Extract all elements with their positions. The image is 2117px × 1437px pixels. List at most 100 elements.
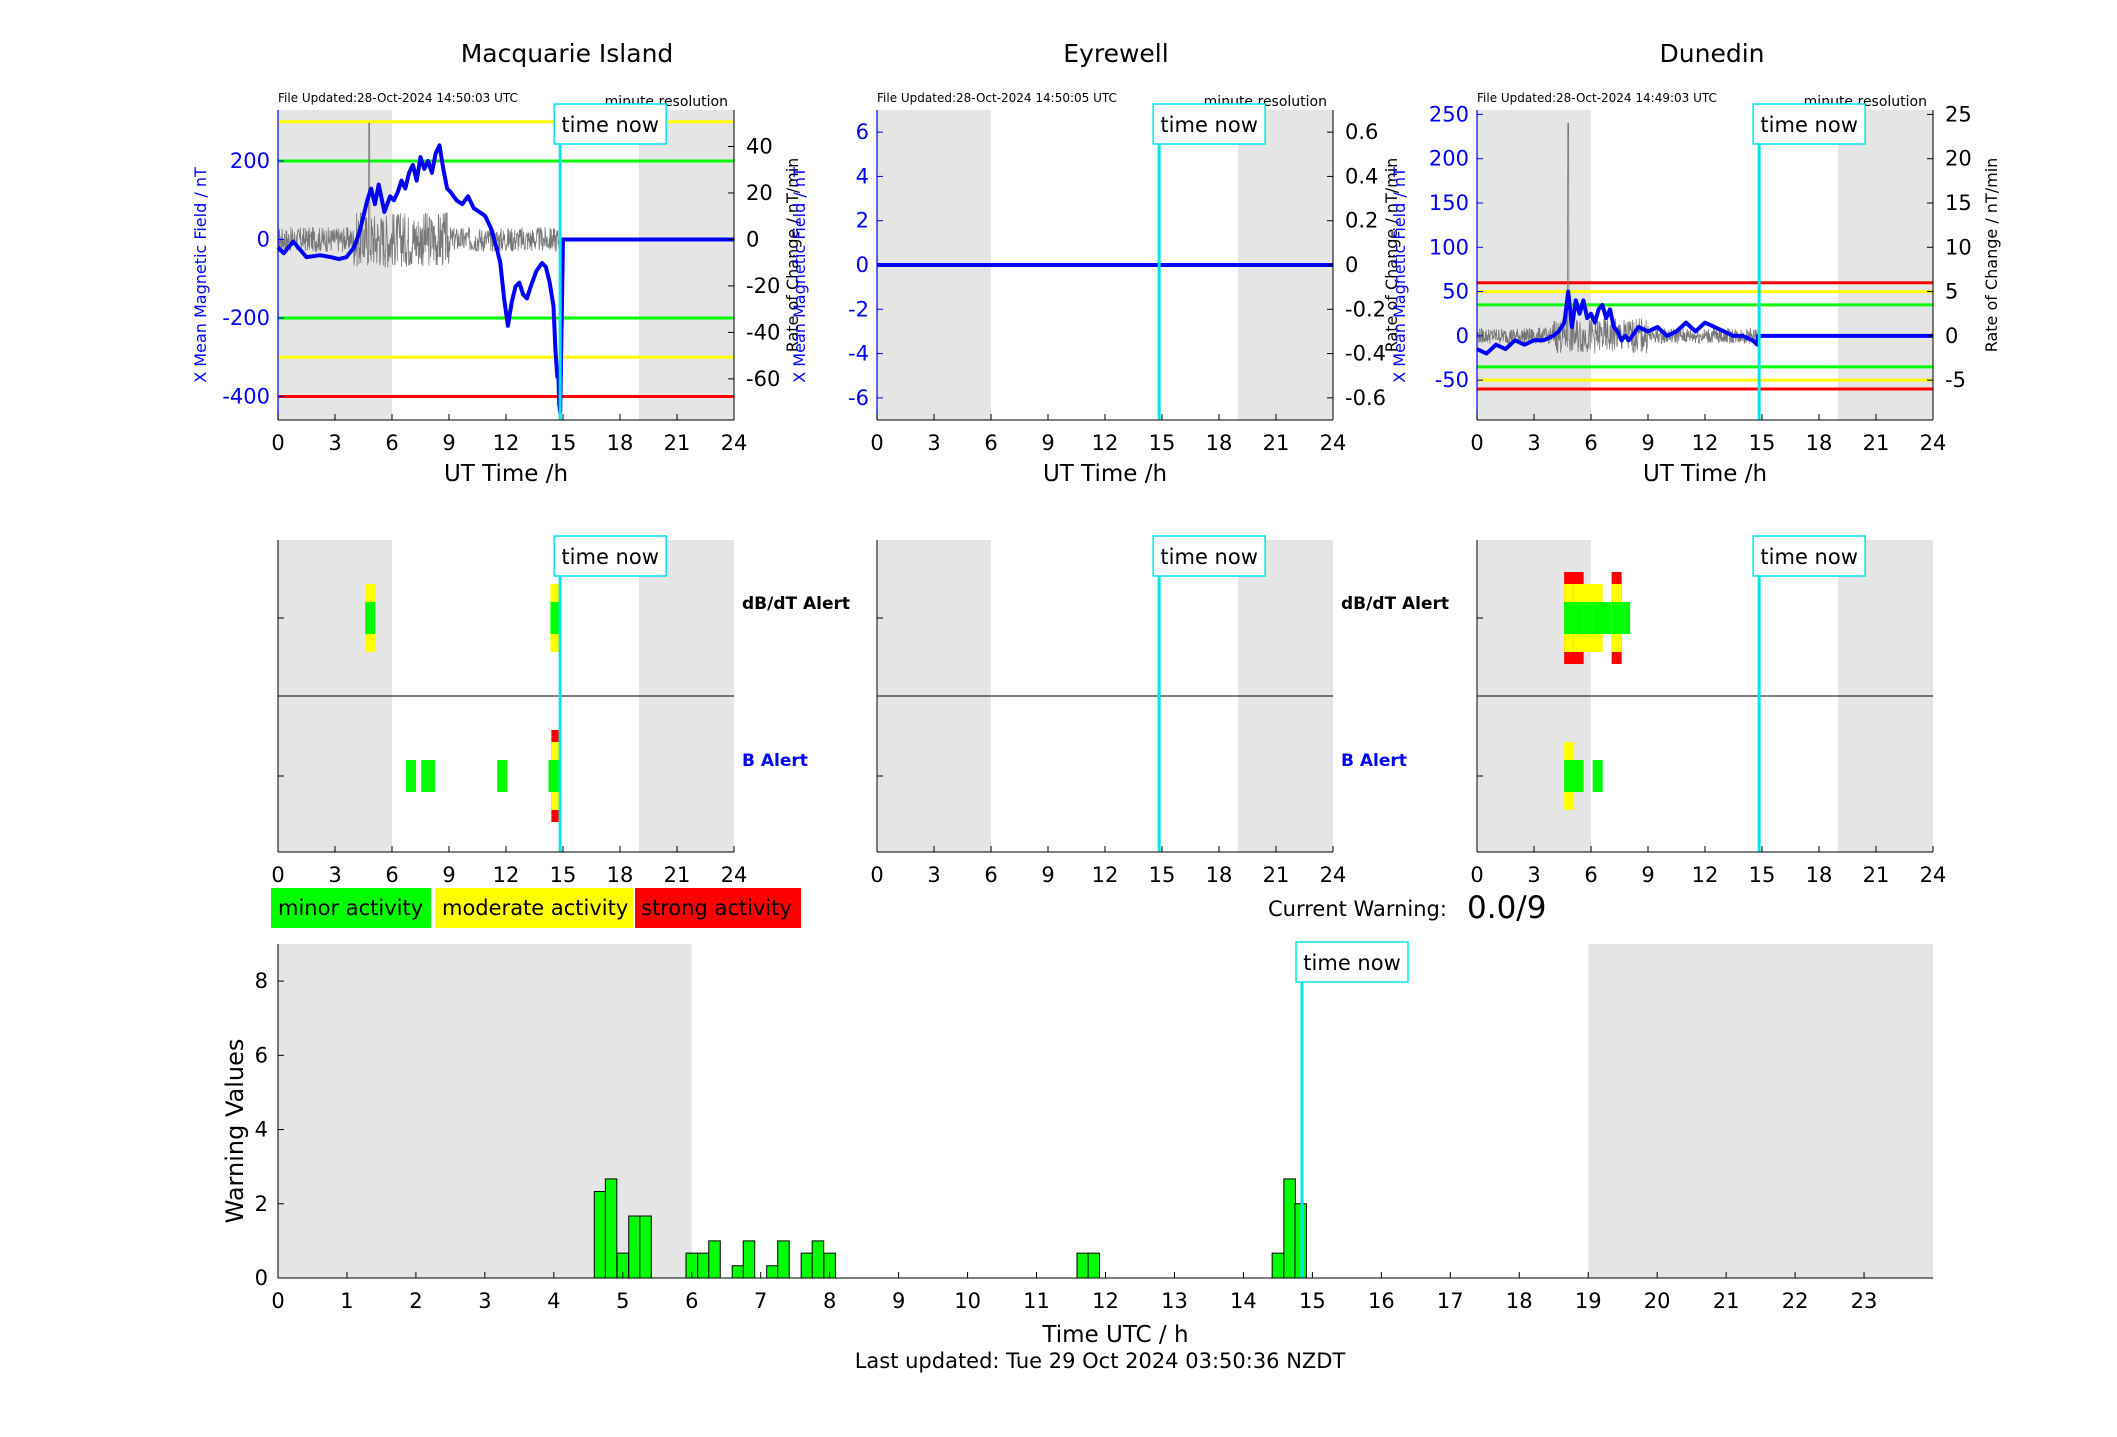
dbdt-alert-bar-level-1: [1601, 602, 1612, 634]
dbdt-alert-bar-level-1: [550, 602, 561, 634]
alert-chart-eyrewell: time now 0 3 6 9 12 15 18 21 24: [870, 535, 1347, 887]
y-tick-label: -4: [848, 342, 869, 366]
current-warning-label: Current Warning:: [1268, 897, 1447, 921]
x-tick-label: 6: [984, 863, 997, 887]
y-tick-label: 0: [856, 253, 869, 277]
dbdt-alert-bar-level-1: [1620, 602, 1631, 634]
x-tick-label: 24: [721, 863, 748, 887]
x-tick-label: 12: [493, 431, 520, 455]
x-axis-label: UT Time /h: [444, 461, 568, 487]
x-tick-label: 3: [328, 431, 341, 455]
file-updated-eyrewell: File Updated:28-Oct-2024 14:50:05 UTC: [877, 91, 1117, 105]
warning-bar: [1076, 1252, 1089, 1279]
y-tick-label: -6: [848, 386, 869, 410]
x-tick-label: 15: [1149, 863, 1176, 887]
x-tick-label: 8: [823, 1289, 836, 1313]
x-tick-label: 11: [1023, 1289, 1050, 1313]
y-tick-label: 0: [257, 227, 270, 251]
y2-tick-label: 10: [1945, 235, 1972, 259]
legend: minor activity moderate activity strong …: [271, 888, 801, 928]
time-now-box: [553, 535, 667, 577]
y-tick-label: 200: [230, 149, 270, 173]
y2-tick-label: 40: [746, 134, 773, 158]
y-axis-label: X Mean Magnetic Field / nT: [191, 167, 210, 383]
x-tick-label: 3: [1527, 863, 1540, 887]
b-alert-bar-level-1: [1564, 760, 1575, 792]
x-tick-label: 21: [1863, 431, 1890, 455]
chart-title-eyrewell: Eyrewell: [1063, 39, 1168, 68]
y2-tick-label: -5: [1945, 368, 1966, 392]
dbdt-alert-bar-level-1: [1592, 602, 1603, 634]
shaded-region: [639, 110, 734, 420]
x-tick-label: 6: [1584, 431, 1597, 455]
x-axis-label: UT Time /h: [1043, 461, 1167, 487]
x-tick-label: 12: [1092, 1289, 1119, 1313]
warning-bar: [604, 1178, 618, 1279]
legend-strong-label: strong activity: [641, 896, 792, 920]
dbdt-alert-bar-level-1: [1611, 602, 1622, 634]
warning-bar: [628, 1215, 641, 1279]
y-tick-label: 2: [255, 1192, 268, 1216]
shaded-region: [278, 110, 392, 420]
shaded-region: [278, 944, 692, 1278]
time-now-label: time now: [1760, 545, 1857, 569]
y-tick-label: 4: [856, 164, 869, 188]
x-tick-label: 0: [271, 863, 284, 887]
x-tick-label: 15: [1749, 863, 1776, 887]
y-tick-label: 150: [1429, 191, 1469, 215]
y-tick-label: -200: [222, 306, 270, 330]
y2-tick-label: -0.6: [1345, 386, 1386, 410]
time-now-label: time now: [1760, 113, 1857, 137]
warning-bar: [1283, 1178, 1296, 1279]
x-tick-label: 15: [1299, 1289, 1326, 1313]
warning-bar: [639, 1215, 652, 1279]
warning-bar: [742, 1240, 756, 1279]
time-now-label: time now: [1160, 545, 1257, 569]
file-updated-macquarie: File Updated:28-Oct-2024 14:50:03 UTC: [278, 91, 518, 105]
y2-tick-label: -40: [746, 320, 780, 344]
x-tick-label: 9: [1041, 431, 1054, 455]
y-tick-label: 6: [856, 120, 869, 144]
x-tick-label: 9: [1641, 863, 1654, 887]
x-tick-label: 0: [870, 863, 883, 887]
x-tick-label: 23: [1851, 1289, 1878, 1313]
y-axis-label: X Mean Magnetic Field / nT: [790, 167, 809, 383]
x-tick-label: 19: [1575, 1289, 1602, 1313]
x-tick-label: 9: [442, 863, 455, 887]
x-tick-label: 5: [616, 1289, 629, 1313]
time-now-label: time now: [561, 113, 658, 137]
y2-tick-label: 20: [746, 181, 773, 205]
y-tick-label: 50: [1442, 280, 1469, 304]
warning-bar: [593, 1191, 607, 1279]
x-tick-label: 9: [1641, 431, 1654, 455]
x-tick-label: 10: [954, 1289, 981, 1313]
x-tick-label: 6: [385, 863, 398, 887]
y-tick-label: -50: [1435, 368, 1469, 392]
x-tick-label: 15: [1149, 431, 1176, 455]
y-tick-label: 6: [255, 1043, 268, 1067]
x-tick-label: 0: [271, 1289, 284, 1313]
x-tick-label: 6: [385, 431, 398, 455]
shaded-region: [1477, 110, 1591, 420]
x-tick-label: 7: [754, 1289, 767, 1313]
x-tick-label: 21: [1863, 863, 1890, 887]
last-updated-footer: Last updated: Tue 29 Oct 2024 03:50:36 N…: [855, 1349, 1346, 1373]
x-tick-label: 21: [1263, 863, 1290, 887]
time-now-box: [1752, 103, 1866, 145]
y-tick-label: 0: [1456, 324, 1469, 348]
y-axis-label: Warning Values: [221, 1039, 249, 1224]
x-tick-label: 24: [1320, 863, 1347, 887]
legend-moderate-label: moderate activity: [442, 896, 628, 920]
x-tick-label: 9: [892, 1289, 905, 1313]
x-tick-label: 15: [550, 431, 577, 455]
chart-title-dunedin: Dunedin: [1660, 39, 1765, 68]
x-tick-label: 21: [664, 431, 691, 455]
x-tick-label: 18: [607, 431, 634, 455]
time-now-label: time now: [561, 545, 658, 569]
y2-axis-label: Rate of Change / nT/min: [1982, 158, 2001, 353]
dbdt-alert-bar-level-1: [1564, 602, 1575, 634]
x-tick-label: 18: [1506, 1289, 1533, 1313]
